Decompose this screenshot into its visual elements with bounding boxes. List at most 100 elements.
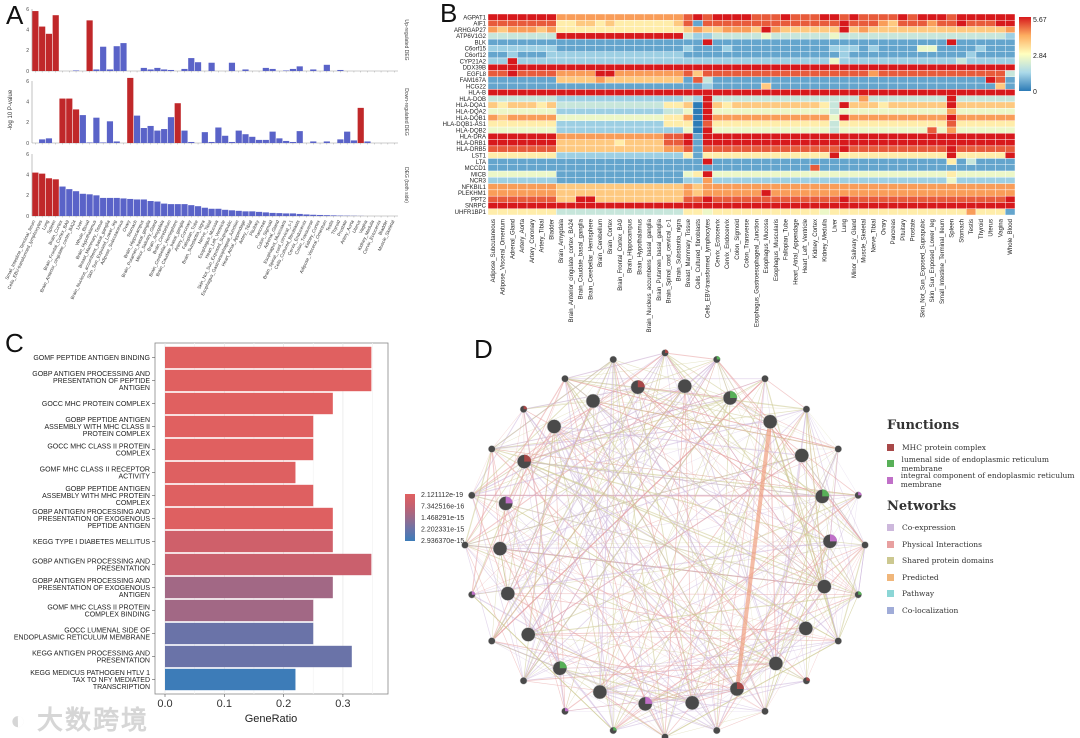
network-edge (499, 454, 802, 550)
bar (283, 213, 290, 216)
bar (93, 195, 100, 216)
network-edge (637, 352, 666, 388)
column-label: Artery_Tibial (540, 219, 546, 252)
legend-label: lumenal side of endoplasmic reticulum me… (901, 454, 1049, 473)
network-edge (523, 386, 638, 410)
heatmap-cell (878, 101, 889, 109)
heatmap-cell (829, 20, 840, 27)
heatmap-cell (722, 38, 733, 46)
heatmap-cell (575, 82, 586, 90)
heatmap-cell (643, 208, 655, 216)
heatmap-cell (887, 195, 899, 203)
column-label: Cells_EBV-transformed_lymphocytes (706, 219, 712, 318)
heatmap-cell (761, 70, 772, 78)
heatmap-cell (712, 76, 723, 84)
heatmap-cell (731, 133, 742, 140)
heatmap-cell (936, 145, 947, 153)
heatmap-cell (604, 114, 616, 121)
row-label: BLK (475, 40, 486, 46)
heatmap-cell (624, 208, 635, 216)
bar (106, 69, 114, 71)
heatmap-cell (565, 76, 577, 84)
network-edge (801, 455, 825, 587)
heatmap-cell (517, 57, 528, 65)
heatmap-cell (702, 133, 713, 140)
heatmap-cell (770, 82, 781, 90)
heatmap-cell (1005, 139, 1016, 147)
network-node (561, 374, 569, 383)
heatmap-cell (985, 139, 996, 147)
heatmap-cell (780, 170, 791, 178)
bar (52, 179, 59, 216)
heatmap-cell (722, 195, 733, 203)
network-edge (564, 378, 614, 731)
heatmap-cell (800, 82, 811, 90)
heatmap-cell (595, 108, 606, 115)
heatmap-cell (585, 38, 596, 46)
heatmap-cell (848, 95, 860, 103)
bar (296, 131, 303, 143)
heatmap-cell (536, 195, 547, 203)
heatmap-cell (926, 139, 938, 147)
heatmap-cell (643, 76, 655, 84)
heatmap-cell (761, 76, 772, 84)
heatmap-cell (907, 51, 918, 59)
heatmap-cell (1005, 151, 1016, 159)
bar (235, 210, 242, 216)
heatmap-cell (809, 45, 821, 52)
heatmap-cell (507, 114, 518, 121)
heatmap-cell (819, 139, 830, 147)
bar (208, 208, 215, 216)
heatmap-cell (682, 177, 694, 184)
network-edge (664, 663, 776, 738)
network-edge (471, 378, 566, 595)
network-edge (806, 544, 866, 681)
network-edge (764, 541, 831, 712)
heatmap-cell (995, 114, 1006, 121)
network-edge (838, 495, 859, 642)
heatmap-cell (829, 164, 840, 172)
network-edge (505, 503, 776, 664)
legend-label: MHC protein complex (902, 442, 987, 452)
heatmap-cell (926, 101, 938, 109)
legend-label: Pathway (902, 589, 935, 599)
heatmap-cell (585, 208, 596, 216)
heatmap-cell (653, 76, 664, 84)
legend-swatch (887, 540, 894, 548)
heatmap-cell (585, 95, 596, 103)
heatmap-cell (653, 120, 664, 128)
heatmap-cell (995, 139, 1006, 147)
watermark-text: 大数跨境 (36, 705, 149, 735)
row-label: EGFL8 (467, 72, 487, 78)
heatmap-cell (517, 45, 528, 52)
row-label: HLA-DQA2 (456, 110, 487, 116)
heatmap-cell (517, 170, 528, 178)
bar (165, 645, 352, 668)
heatmap-cell (634, 120, 645, 128)
heatmap-cell (575, 26, 586, 34)
network-edge (824, 586, 839, 642)
heatmap-cell (848, 145, 860, 153)
legend-label: 7.342516e-16 (421, 504, 464, 511)
heatmap-cell (868, 76, 879, 84)
row-label: ATP6V1G2 (456, 34, 487, 40)
bar (296, 66, 303, 71)
heatmap-cell (858, 189, 869, 197)
column-label: Artery_Coronary (530, 219, 536, 263)
bar (161, 129, 168, 143)
network-node (585, 393, 601, 409)
heatmap-cell (546, 70, 557, 78)
heatmap-cell (829, 89, 840, 96)
heatmap-cell (800, 51, 811, 59)
network-edge (664, 352, 771, 423)
heatmap-cell (878, 70, 889, 78)
heatmap-cell (848, 189, 860, 197)
heatmap-cell (946, 57, 957, 65)
heatmap-cell (712, 101, 723, 109)
network-edge (499, 426, 555, 549)
heatmap-cell (673, 195, 684, 203)
heatmap-cell (565, 145, 577, 153)
node-function-slice (524, 454, 532, 462)
network-edge (764, 421, 771, 712)
heatmap-cell (975, 70, 986, 78)
